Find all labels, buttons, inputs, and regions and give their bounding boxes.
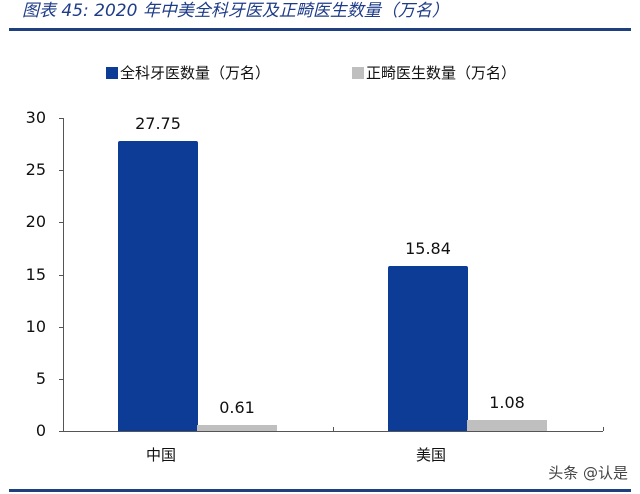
y-tick xyxy=(59,222,63,223)
legend-item-orthodontists: 正畸医生数量（万名） xyxy=(352,62,516,83)
y-tick-label: 5 xyxy=(35,369,46,388)
y-tick xyxy=(59,327,63,328)
y-tick xyxy=(59,275,63,276)
bottom-rule xyxy=(9,489,631,492)
bar-general-dentists xyxy=(118,141,198,431)
data-label: 27.75 xyxy=(135,114,181,133)
legend-swatch-blue xyxy=(106,66,118,79)
y-tick xyxy=(59,431,63,432)
y-tick-label: 20 xyxy=(25,212,46,231)
top-rule xyxy=(9,28,631,31)
legend-item-general-dentists: 全科牙医数量（万名） xyxy=(106,62,270,83)
x-tick xyxy=(333,427,334,431)
data-label: 1.08 xyxy=(489,393,525,412)
y-tick-label: 15 xyxy=(25,265,46,284)
y-tick-label: 30 xyxy=(25,108,46,127)
bar-orthodontists xyxy=(197,425,277,431)
data-label: 0.61 xyxy=(219,398,255,417)
legend-label: 正畸医生数量（万名） xyxy=(366,64,517,82)
y-axis xyxy=(63,118,64,432)
category-label: 中国 xyxy=(145,446,176,464)
legend-label: 全科牙医数量（万名） xyxy=(120,64,271,82)
watermark: 头条 @认是 xyxy=(548,464,628,482)
y-tick xyxy=(59,118,63,119)
y-tick xyxy=(59,379,63,380)
y-tick-label: 10 xyxy=(25,317,46,336)
x-tick xyxy=(603,427,604,431)
data-label: 15.84 xyxy=(405,239,451,258)
y-tick-label: 25 xyxy=(25,160,46,179)
chart-title: 图表 45: 2020 年中美全科牙医及正畸医生数量（万名） xyxy=(22,1,449,21)
category-label: 美国 xyxy=(415,446,446,464)
y-tick xyxy=(59,170,63,171)
y-tick-label: 0 xyxy=(35,421,46,440)
bar-orthodontists xyxy=(467,420,547,431)
x-axis xyxy=(63,431,603,432)
bar-general-dentists xyxy=(388,266,468,431)
legend-swatch-gray xyxy=(352,66,364,79)
